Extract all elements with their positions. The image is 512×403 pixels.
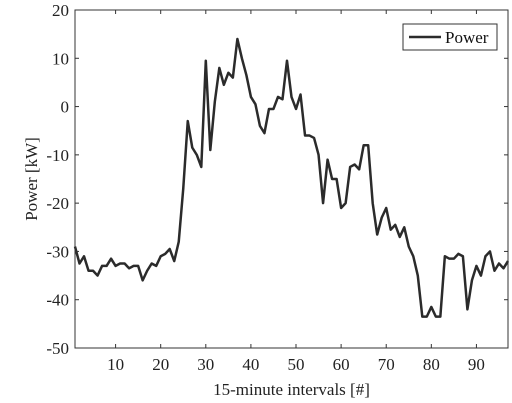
y-tick-label: -10 bbox=[46, 146, 69, 165]
plot-area-background bbox=[75, 10, 508, 348]
x-axis-label: 15-minute intervals [#] bbox=[213, 380, 370, 399]
data-layer bbox=[73, 37, 510, 318]
y-tick-label: -40 bbox=[46, 291, 69, 310]
y-tick-label: -20 bbox=[46, 194, 69, 213]
x-tick-label: 20 bbox=[152, 355, 169, 374]
y-axis-label: Power [kW] bbox=[22, 137, 41, 221]
y-tick-label: 10 bbox=[52, 49, 69, 68]
y-tick-label: 0 bbox=[61, 98, 70, 117]
x-tick-label: 80 bbox=[423, 355, 440, 374]
x-tick-label: 90 bbox=[468, 355, 485, 374]
series-line-power bbox=[73, 37, 510, 318]
y-tick-label: -30 bbox=[46, 242, 69, 261]
legend: Power bbox=[402, 23, 498, 51]
x-tick-label: 30 bbox=[197, 355, 214, 374]
y-tick-label: 20 bbox=[52, 1, 69, 20]
y-tick-label: -50 bbox=[46, 339, 69, 358]
axis-layer: 10 20 30 40 50 60 70 80 90 -50 -40 -30 -20 -10 0 10 20 bbox=[46, 1, 508, 374]
legend-label-power: Power bbox=[445, 28, 489, 47]
x-tick-label: 60 bbox=[333, 355, 350, 374]
plot-area-border bbox=[74, 9, 509, 349]
x-tick-label: 70 bbox=[378, 355, 395, 374]
x-tick-label: 10 bbox=[107, 355, 124, 374]
x-tick-label: 40 bbox=[242, 355, 259, 374]
x-tick-label: 50 bbox=[288, 355, 305, 374]
